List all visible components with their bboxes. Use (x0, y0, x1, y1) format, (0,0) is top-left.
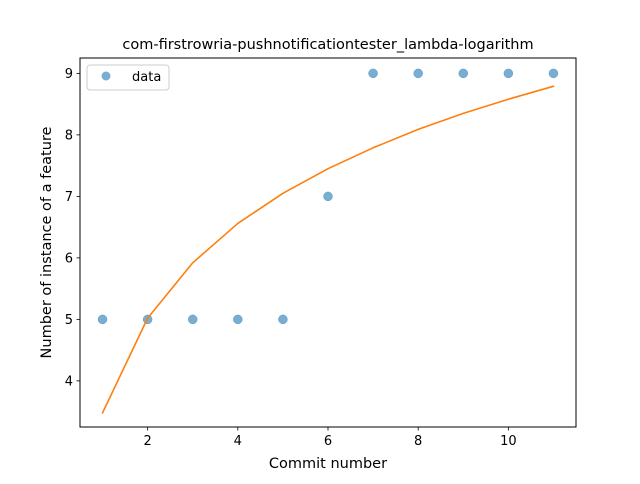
data-point (278, 314, 288, 325)
data-point (458, 68, 469, 79)
chart-title: com-firstrowria-pushnotificationtester_l… (122, 37, 533, 53)
x-tick-label: 6 (324, 434, 332, 449)
x-tick-label: 10 (500, 434, 517, 449)
data-point (233, 314, 243, 325)
data-point (97, 314, 108, 325)
legend-label: data (132, 70, 161, 85)
y-tick-label: 9 (65, 67, 73, 82)
y-tick-label: 4 (65, 374, 73, 389)
y-tick-label: 8 (65, 128, 73, 143)
plot-area: 2 4 6 8 10 4 5 6 7 8 9 (65, 67, 559, 449)
x-tick-label: 8 (414, 434, 422, 449)
y-tick-label: 7 (65, 190, 73, 205)
x-tick-label: 2 (143, 434, 151, 449)
legend-marker (101, 71, 111, 81)
y-axis-label: Number of instance of a feature (39, 126, 55, 358)
data-point (413, 68, 423, 79)
data-point (548, 68, 559, 79)
legend-box (86, 64, 170, 91)
data-point (323, 191, 333, 202)
y-tick-label: 5 (65, 313, 73, 328)
fit-line (101, 85, 555, 414)
legend: data (86, 64, 170, 91)
y-tick-label: 6 (65, 251, 73, 266)
data-point (187, 314, 198, 325)
x-axis-label: Commit number (269, 456, 387, 472)
data-point (503, 68, 514, 79)
axes-frame (79, 57, 577, 428)
x-tick-label: 4 (234, 434, 242, 449)
data-point (368, 68, 378, 79)
